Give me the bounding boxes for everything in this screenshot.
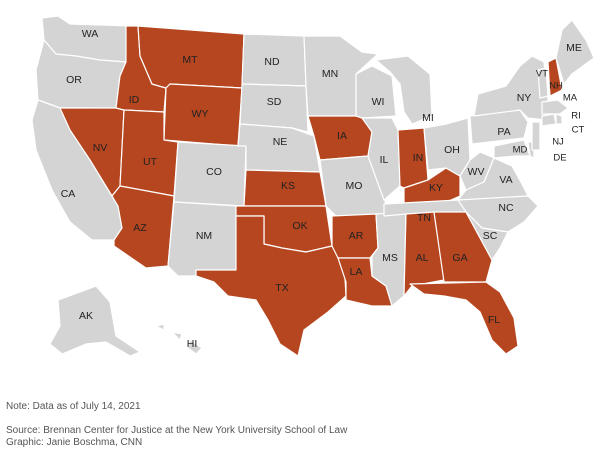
state-label-co: CO	[206, 166, 222, 178]
us-states-map: WA OR CA NV ID MT WY UT AZ CO NM ND SD NE KS OK TX MN IA MO…	[31, 15, 595, 357]
state-label-nh: NH	[549, 81, 563, 92]
state-label-vt: VT	[536, 69, 548, 80]
state-label-ar: AR	[349, 230, 364, 242]
state-label-il: IL	[380, 154, 389, 166]
state-wi	[355, 65, 397, 119]
state-label-ok: OK	[292, 220, 307, 232]
state-label-ia: IA	[337, 130, 347, 142]
state-label-tn: TN	[417, 212, 431, 224]
state-label-ga: GA	[452, 252, 467, 264]
state-label-or: OR	[66, 74, 82, 86]
state-label-md: MD	[513, 145, 528, 156]
state-label-ma: MA	[563, 93, 578, 104]
state-label-ne: NE	[273, 136, 288, 148]
state-label-id: ID	[129, 94, 140, 106]
state-label-nc: NC	[498, 202, 514, 214]
state-sc	[465, 211, 509, 261]
state-label-ms: MS	[382, 252, 398, 264]
state-label-ca: CA	[61, 188, 76, 200]
state-label-oh: OH	[444, 144, 460, 156]
state-label-ut: UT	[143, 156, 158, 168]
state-fl	[409, 281, 519, 355]
state-label-ak: AK	[79, 310, 93, 322]
state-ga	[433, 211, 493, 283]
data-note: Note: Data as of July 14, 2021	[6, 401, 141, 412]
state-label-ct: CT	[572, 125, 585, 136]
state-vt	[537, 67, 549, 99]
state-ri	[555, 113, 563, 125]
state-label-va: VA	[499, 174, 512, 186]
state-label-ri: RI	[571, 111, 581, 122]
state-label-nd: ND	[264, 56, 280, 68]
state-mi	[375, 55, 433, 125]
state-ny	[473, 55, 549, 121]
state-il	[361, 117, 401, 201]
state-nh	[547, 57, 563, 97]
state-label-de: DE	[553, 153, 566, 164]
state-label-wi: WI	[372, 96, 385, 108]
state-label-ky: KY	[429, 182, 443, 194]
state-label-mt: MT	[182, 54, 198, 66]
state-label-ks: KS	[281, 180, 295, 192]
state-sd	[239, 83, 309, 133]
state-ct	[541, 113, 557, 127]
state-label-az: AZ	[133, 222, 147, 234]
graphic-credit: Graphic: Janie Boschma, CNN	[6, 437, 143, 448]
state-label-me: ME	[566, 42, 582, 54]
state-ma	[541, 99, 569, 115]
state-label-wa: WA	[82, 28, 99, 40]
source-credit: Source: Brennan Center for Justice at th…	[6, 425, 348, 436]
state-label-mi: MI	[422, 112, 434, 124]
state-label-wy: WY	[192, 108, 209, 120]
state-label-wv: WV	[468, 166, 485, 178]
state-label-ny: NY	[517, 92, 532, 104]
state-md	[493, 139, 531, 159]
state-label-la: LA	[350, 266, 363, 278]
state-hi	[155, 323, 203, 355]
state-label-tx: TX	[275, 282, 288, 294]
state-label-pa: PA	[497, 126, 510, 138]
state-label-mn: MN	[322, 68, 338, 80]
state-label-nm: NM	[196, 230, 212, 242]
state-label-nv: NV	[93, 142, 108, 154]
state-label-sd: SD	[267, 96, 282, 108]
state-label-in: IN	[413, 152, 424, 164]
state-me	[555, 19, 595, 85]
state-label-sc: SC	[483, 230, 498, 242]
state-label-fl: FL	[488, 314, 500, 326]
state-tx	[195, 215, 347, 357]
state-label-al: AL	[416, 252, 429, 264]
state-nj	[531, 121, 541, 151]
state-label-hi: HI	[187, 338, 198, 350]
state-ak	[49, 285, 141, 357]
state-label-nj: NJ	[552, 137, 564, 148]
state-label-mo: MO	[346, 180, 363, 192]
